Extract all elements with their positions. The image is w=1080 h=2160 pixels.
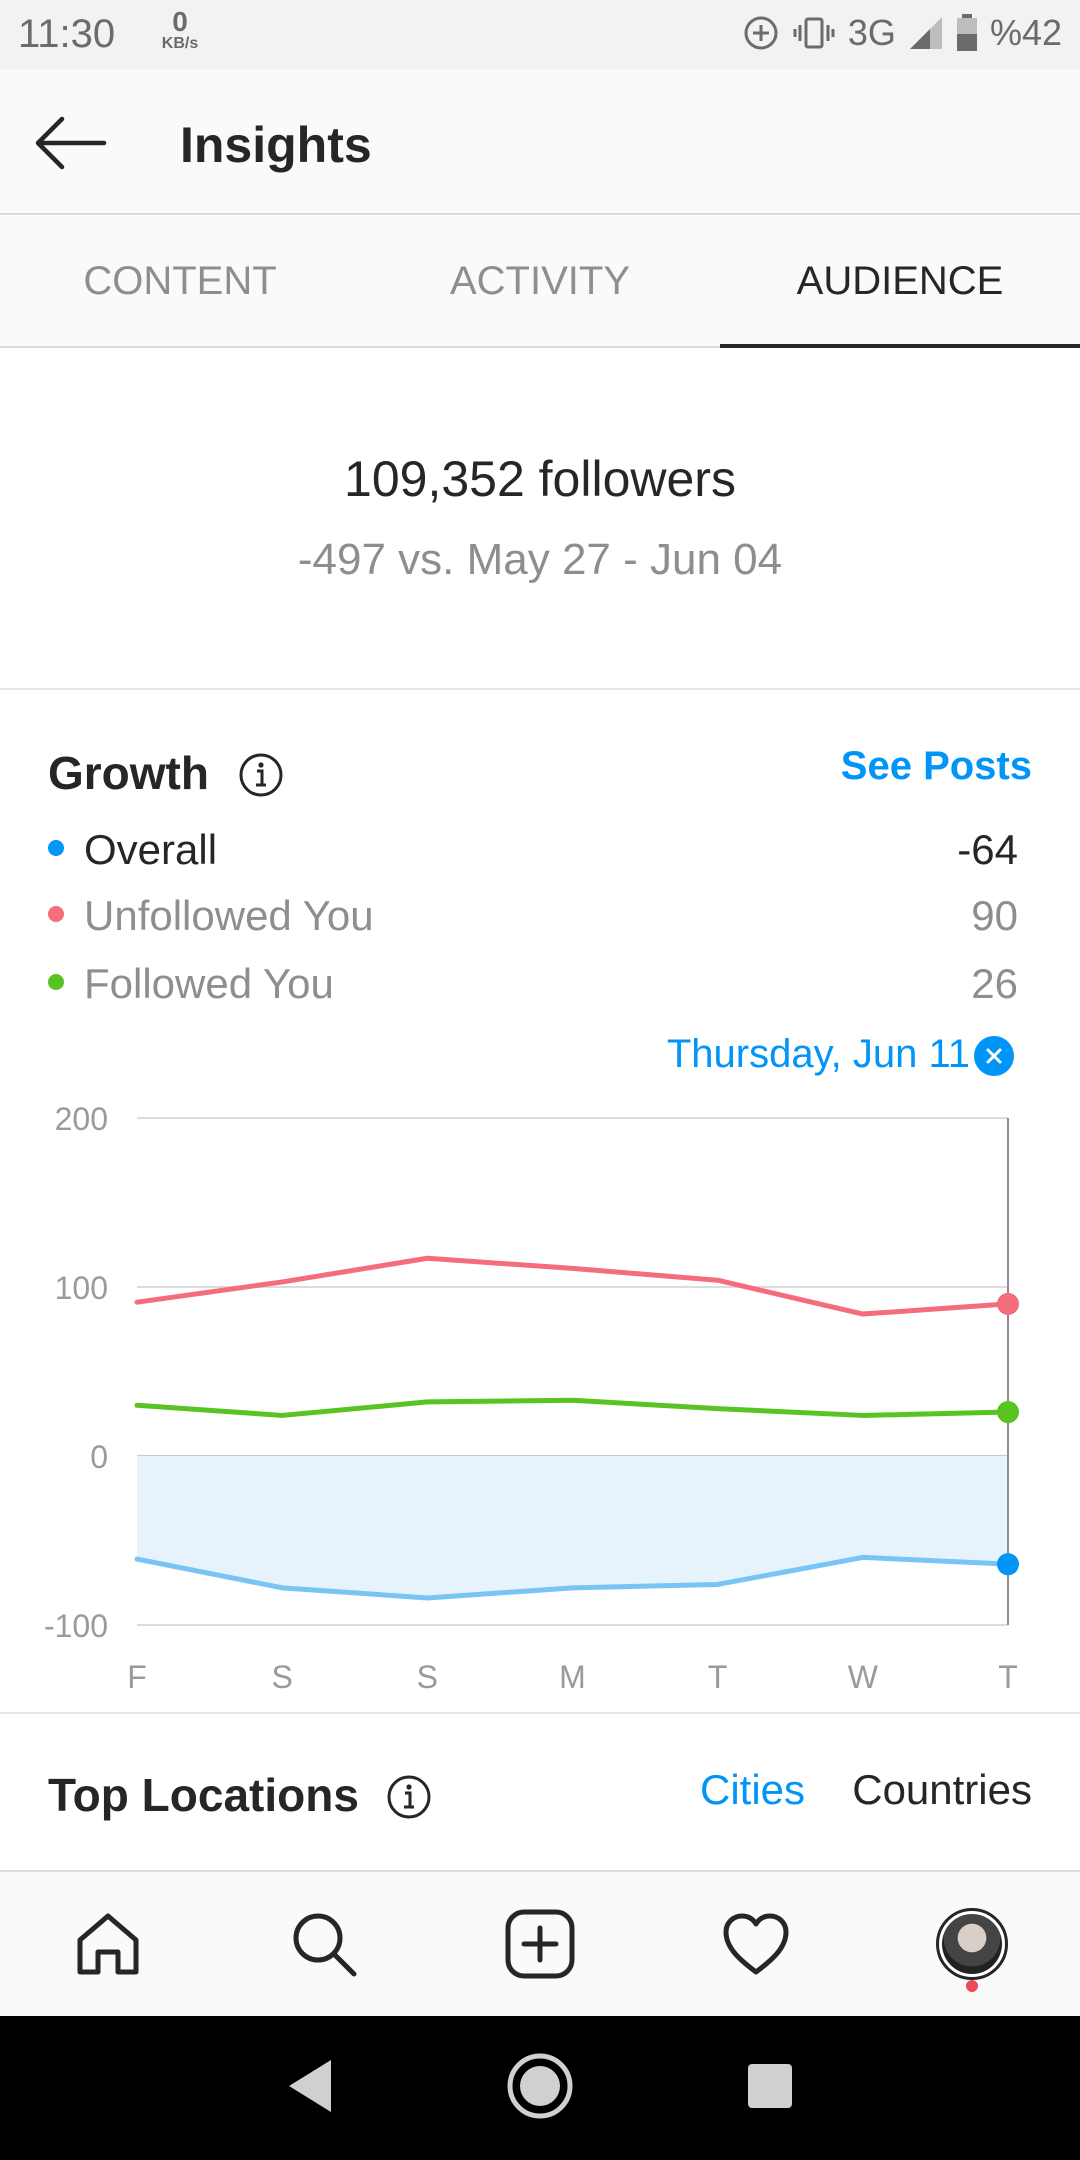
status-time: 11:30 (18, 12, 116, 56)
x-tick-label: S (271, 1659, 292, 1690)
overall-dot (48, 840, 64, 856)
tab-audience[interactable]: AUDIENCE (720, 216, 1080, 348)
x-tick-label: W (848, 1659, 879, 1690)
legend-value: 26 (971, 960, 1018, 1007)
vibrate-icon (792, 15, 836, 51)
legend-label: Followed You (84, 960, 334, 1007)
nav-profile[interactable] (922, 1894, 1022, 1994)
legend-label: Unfollowed You (84, 892, 374, 939)
back-button[interactable] (30, 108, 110, 178)
followers-delta: -497 vs. May 27 - Jun 04 (297, 535, 783, 584)
system-back-button[interactable] (285, 2056, 335, 2121)
search-icon (293, 1913, 357, 1977)
triangle-back-icon (289, 2059, 331, 2112)
followers-count: 109,352 followers (344, 451, 736, 507)
system-navigation (0, 2016, 1080, 2160)
x-tick-label: F (127, 1659, 147, 1690)
signal-icon (908, 15, 944, 51)
nav-home[interactable] (58, 1894, 158, 1994)
legend-label: Overall (84, 826, 218, 873)
heart-icon (723, 1913, 789, 1975)
x-tick-label: T (998, 1659, 1018, 1690)
legend-unfollowed: Unfollowed You 90 (48, 884, 1018, 944)
selected-point (997, 1401, 1019, 1424)
x-tick-label: S (417, 1659, 438, 1690)
page-title: Insights (180, 117, 372, 173)
legend-overall: Overall -64 (48, 818, 1018, 878)
network-speed: 0 KB/s (155, 8, 205, 52)
y-tick-label: 0 (90, 1439, 108, 1475)
info-icon[interactable] (238, 752, 284, 798)
series-line (134, 1255, 1011, 1317)
legend-value: -64 (957, 826, 1018, 873)
square-recents-icon (748, 2063, 792, 2108)
section-divider (0, 1712, 1080, 1714)
insights-tabs: CONTENT ACTIVITY AUDIENCE (0, 216, 1080, 348)
selected-point (997, 1292, 1019, 1315)
tab-content[interactable]: CONTENT (83, 258, 277, 303)
home-icon (77, 1913, 139, 1975)
system-home-button[interactable] (505, 2051, 575, 2126)
cities-toggle[interactable]: Cities (700, 1766, 806, 1813)
followers-summary: 109,352 followers -497 vs. May 27 - Jun … (0, 350, 1080, 690)
network-type: 3G (847, 12, 896, 53)
followed-dot (48, 974, 64, 990)
selected-date[interactable]: Thursday, Jun 11 (666, 1032, 970, 1076)
nav-new-post[interactable] (490, 1894, 590, 1994)
y-tick-label: 100 (55, 1270, 108, 1306)
growth-chart[interactable]: 200 100 0 -100 F S S M T W T (0, 1090, 1080, 1690)
unfollowed-dot (48, 906, 64, 922)
data-saver-icon (742, 14, 780, 52)
growth-heading: Growth (48, 747, 209, 799)
notification-dot (966, 1980, 978, 1992)
bottom-navigation (0, 1870, 1080, 2016)
legend-followed: Followed You 26 (48, 952, 1018, 1012)
system-recents-button[interactable] (745, 2061, 795, 2116)
y-tick-label: 200 (55, 1101, 108, 1137)
clear-date-button[interactable] (974, 1036, 1014, 1076)
nav-activity[interactable] (706, 1894, 806, 1994)
tab-activity[interactable]: ACTIVITY (449, 258, 631, 303)
circle-home-icon (507, 2053, 573, 2118)
network-speed-unit: KB/s (161, 35, 199, 52)
battery-level: %42 (989, 12, 1062, 53)
battery-icon (956, 14, 978, 52)
overall-area (137, 1456, 1008, 1598)
info-icon[interactable] (386, 1774, 432, 1820)
y-tick-label: -100 (44, 1608, 108, 1644)
add-post-icon (505, 1909, 575, 1979)
x-tick-label: M (559, 1659, 586, 1690)
status-bar: 11:30 0 KB/s 3G %42 (0, 0, 1080, 70)
app-header: Insights (0, 70, 1080, 215)
nav-search[interactable] (274, 1894, 374, 1994)
legend-value: 90 (971, 892, 1018, 939)
see-posts-link[interactable]: See Posts (840, 744, 1032, 788)
x-tick-label: T (708, 1659, 728, 1690)
network-speed-value: 0 (172, 6, 188, 37)
arrow-left-icon (35, 116, 107, 170)
top-locations-heading: Top Locations (48, 1769, 359, 1821)
series-line (134, 1397, 1011, 1418)
series-line (134, 1554, 1011, 1601)
selected-point (997, 1553, 1019, 1576)
countries-toggle[interactable]: Countries (852, 1766, 1032, 1813)
profile-avatar (936, 1908, 1008, 1980)
close-icon (986, 1048, 1002, 1064)
